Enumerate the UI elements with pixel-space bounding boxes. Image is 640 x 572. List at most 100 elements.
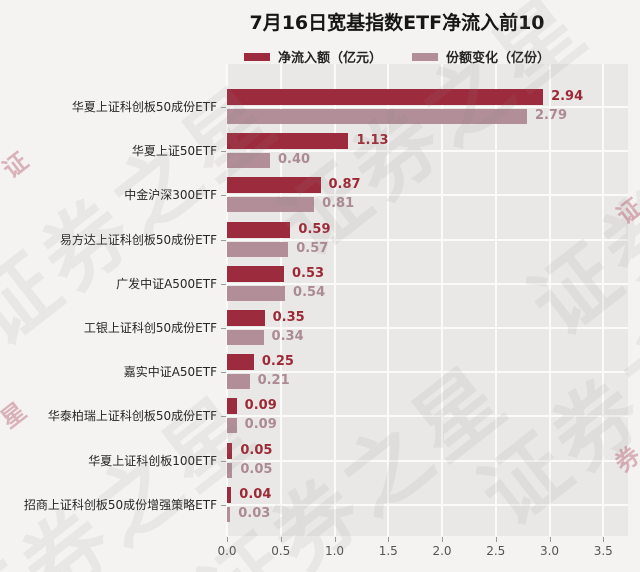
value-label-share-change: 0.54 bbox=[293, 284, 326, 300]
bar-net-inflow bbox=[227, 310, 265, 326]
category-label: 中金沪深300ETF bbox=[124, 188, 217, 203]
bar-net-inflow bbox=[227, 133, 349, 150]
y-axis-tick bbox=[221, 504, 226, 506]
value-label-net-inflow: 0.04 bbox=[239, 486, 272, 502]
value-label-share-change: 0.40 bbox=[278, 152, 311, 168]
gridline-horizontal bbox=[227, 282, 628, 285]
y-axis-tick bbox=[221, 107, 226, 108]
legend-item-net-inflow: 净流入额（亿元） bbox=[243, 47, 382, 66]
value-label-share-change: 0.09 bbox=[244, 417, 277, 433]
category-label: 华夏上证50ETF bbox=[131, 144, 217, 159]
bar-net-inflow bbox=[227, 89, 544, 105]
x-axis-tick bbox=[495, 537, 497, 542]
value-label-share-change: 2.79 bbox=[534, 108, 568, 123]
bar-share-change bbox=[227, 506, 231, 522]
category-label: 华夏上证科创板100ETF bbox=[88, 453, 217, 468]
gridline-horizontal bbox=[227, 150, 628, 153]
category-label: 华泰柏瑞上证科创板50成份ETF bbox=[47, 409, 217, 424]
category-label: 嘉实中证A50ETF bbox=[123, 365, 217, 380]
value-label-net-inflow: 2.94 bbox=[551, 89, 584, 104]
value-label-net-inflow: 0.53 bbox=[291, 265, 325, 281]
category-label: 广发中证A500ETF bbox=[116, 276, 217, 291]
bar-share-change bbox=[227, 374, 250, 390]
gridline-horizontal bbox=[227, 371, 628, 374]
value-label-share-change: 0.57 bbox=[296, 240, 329, 256]
bar-net-inflow bbox=[227, 221, 291, 238]
value-label-share-change: 0.81 bbox=[322, 196, 355, 212]
x-axis-tick bbox=[227, 537, 228, 542]
category-label: 招商上证科创板50成份增强策略ETF bbox=[23, 497, 217, 512]
bar-share-change bbox=[227, 153, 270, 169]
category-axis: 华夏上证科创板50成份ETF 华夏上证50ETF 中金沪深300ETF 易方达上证科创… bbox=[0, 0, 226, 572]
bar-share-change bbox=[227, 285, 286, 301]
x-axis-tick bbox=[334, 537, 336, 542]
x-axis-tick-label: 2.0 bbox=[432, 544, 452, 558]
legend-label-share-change: 份额变化（亿份） bbox=[446, 51, 551, 66]
gridline-vertical bbox=[602, 64, 605, 536]
value-label-net-inflow: 0.35 bbox=[272, 310, 305, 325]
x-axis-tick bbox=[442, 537, 443, 542]
chart-title: 7月16日宽基指数ETF净流入前10 bbox=[249, 12, 545, 34]
y-axis-tick bbox=[221, 151, 226, 153]
gridline-vertical bbox=[333, 64, 336, 536]
bar-net-inflow bbox=[227, 442, 233, 459]
bar-share-change bbox=[227, 330, 264, 345]
bar-net-inflow bbox=[227, 177, 321, 194]
bar-share-change bbox=[227, 109, 527, 124]
gridline-horizontal bbox=[227, 459, 628, 462]
net-inflow-swatch-icon bbox=[243, 52, 270, 61]
chart-legend: 净流入额（亿元） 份额变化（亿份） bbox=[243, 47, 550, 66]
gridline-horizontal bbox=[227, 503, 628, 506]
y-axis-tick bbox=[221, 416, 226, 418]
value-label-net-inflow: 0.09 bbox=[244, 398, 277, 414]
bar-net-inflow bbox=[227, 354, 254, 371]
bar-share-change bbox=[227, 462, 233, 478]
x-axis-tick bbox=[280, 537, 282, 542]
bar-share-change bbox=[227, 241, 289, 257]
value-label-net-inflow: 0.59 bbox=[298, 221, 331, 237]
x-axis-tick bbox=[388, 537, 390, 542]
bar-net-inflow bbox=[227, 398, 237, 415]
y-axis-tick bbox=[221, 195, 226, 197]
gridline-vertical bbox=[548, 64, 551, 536]
x-axis-tick bbox=[549, 537, 551, 542]
value-label-net-inflow: 0.87 bbox=[328, 177, 361, 193]
value-label-share-change: 0.21 bbox=[257, 373, 290, 389]
bar-share-change bbox=[227, 197, 315, 213]
gridline-horizontal bbox=[227, 238, 628, 241]
x-axis-tick-label: 2.5 bbox=[486, 544, 506, 558]
bar-share-change bbox=[227, 418, 237, 434]
share-change-swatch-icon bbox=[412, 52, 438, 61]
gridline-horizontal bbox=[227, 415, 628, 418]
y-axis-tick bbox=[221, 328, 226, 329]
gridline-vertical bbox=[387, 64, 390, 536]
y-axis-tick bbox=[221, 239, 226, 241]
x-axis-tick-label: 3.5 bbox=[593, 544, 613, 558]
x-axis-tick bbox=[603, 537, 605, 542]
gridline-vertical bbox=[494, 64, 497, 536]
bar-net-inflow bbox=[227, 486, 232, 503]
x-axis-tick-label: 0.0 bbox=[217, 544, 237, 558]
y-axis-tick bbox=[221, 372, 226, 374]
gridline-vertical bbox=[441, 64, 443, 536]
gridline-horizontal bbox=[227, 194, 628, 197]
gridline-horizontal bbox=[227, 327, 628, 329]
value-label-share-change: 0.34 bbox=[271, 329, 304, 344]
category-label: 易方达上证科创板50成份ETF bbox=[59, 232, 217, 247]
legend-item-share-change: 份额变化（亿份） bbox=[412, 47, 550, 66]
bar-net-inflow bbox=[227, 265, 284, 282]
value-label-net-inflow: 0.05 bbox=[240, 442, 273, 458]
y-axis-tick bbox=[221, 460, 226, 462]
plot-area: 2.94 2.79 1.13 0.40 0.87 0.81 0.59 0.57 0.53 0.54… bbox=[226, 64, 628, 536]
category-label: 工银上证科创50成份ETF bbox=[83, 321, 217, 335]
y-axis-tick bbox=[221, 283, 226, 285]
value-label-share-change: 0.03 bbox=[238, 505, 271, 521]
gridline-horizontal bbox=[227, 106, 628, 108]
x-axis-tick-label: 1.5 bbox=[378, 544, 398, 558]
x-axis-tick-label: 0.5 bbox=[271, 544, 291, 558]
category-label: 华夏上证科创板50成份ETF bbox=[71, 100, 217, 114]
value-label-share-change: 0.05 bbox=[240, 461, 273, 477]
legend-label-net-inflow: 净流入额（亿元） bbox=[277, 51, 382, 66]
x-axis-tick-label: 1.0 bbox=[324, 544, 345, 558]
